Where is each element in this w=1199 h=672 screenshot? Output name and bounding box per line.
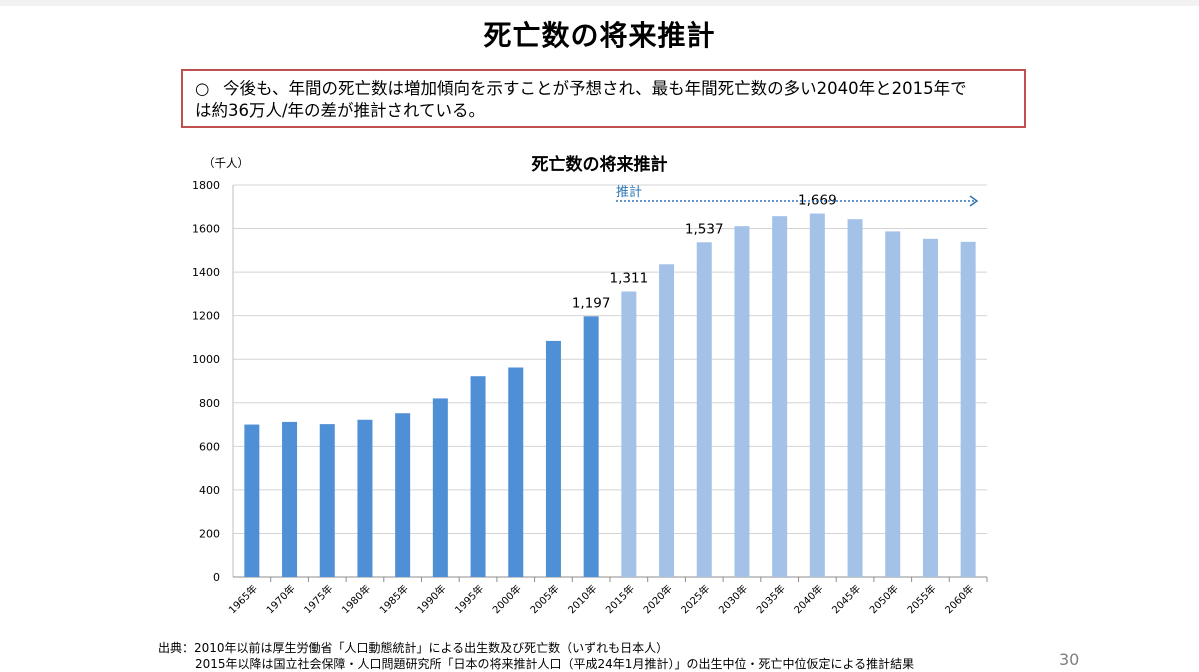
x-tick-label: 1975年 [301, 582, 335, 616]
data-label: 1,197 [572, 295, 611, 311]
bar [357, 419, 373, 577]
y-tick-label: 200 [199, 527, 220, 540]
bar [922, 238, 938, 577]
x-tick-label: 2000年 [490, 582, 524, 616]
y-tick-label: 1400 [192, 266, 220, 279]
x-tick-label: 2040年 [791, 582, 825, 616]
summary-line-1: ○ 今後も、年間の死亡数は増加傾向を示すことが予想され、最も年間死亡数の多い204… [195, 78, 1012, 100]
y-tick-label: 1000 [192, 353, 220, 366]
x-tick-label: 2020年 [640, 582, 674, 616]
y-tick-label: 1600 [192, 223, 220, 236]
x-tick-label: 2005年 [527, 582, 561, 616]
bar [244, 424, 260, 577]
x-tick-label: 2050年 [867, 582, 901, 616]
summary-line-2: は約36万人/年の差が推計されている。 [195, 101, 486, 120]
source-line-1: 出典：2010年以前は厚生労働省「人口動態統計」による出生数及び死亡数（いずれも… [158, 641, 669, 655]
data-label: 1,537 [685, 221, 724, 237]
y-tick-label: 600 [199, 440, 220, 453]
y-tick-label: 1200 [192, 310, 220, 323]
bar [772, 216, 788, 578]
x-tick-label: 2015年 [603, 582, 637, 616]
source-note: 出典：2010年以前は厚生労働省「人口動態統計」による出生数及び死亡数（いずれも… [158, 640, 914, 672]
bar [696, 242, 712, 577]
top-bar [0, 0, 1199, 6]
bar [847, 219, 863, 578]
y-axis-unit-label: （千人） [203, 156, 249, 170]
x-tick-label: 1995年 [452, 582, 486, 616]
y-tick-label: 1800 [192, 179, 220, 192]
bar [583, 316, 599, 577]
summary-text-1: 今後も、年間の死亡数は増加傾向を示すことが予想され、最も年間死亡数の多い2040… [223, 79, 967, 98]
x-tick-label: 1985年 [377, 582, 411, 616]
chart-title: 死亡数の将来推計 [531, 155, 668, 175]
x-tick-label: 2045年 [829, 582, 863, 616]
x-tick-label: 2055年 [904, 582, 938, 616]
bar [809, 213, 825, 578]
bar [885, 231, 901, 578]
x-tick-label: 2035年 [754, 582, 788, 616]
x-tick-label: 1980年 [339, 582, 373, 616]
projection-label: 推計 [616, 184, 642, 200]
bar [282, 421, 298, 577]
data-label: 1,311 [610, 270, 649, 286]
x-tick-label: 2030年 [716, 582, 750, 616]
y-tick-label: 800 [199, 397, 220, 410]
projection-arrow-head [969, 195, 979, 207]
bar [319, 424, 335, 577]
x-tick-label: 2010年 [565, 582, 599, 616]
x-tick-label: 1965年 [226, 582, 260, 616]
x-tick-label: 1970年 [263, 582, 297, 616]
bar [960, 241, 976, 577]
bar [470, 376, 486, 577]
page-number: 30 [1059, 650, 1080, 669]
bar [659, 264, 675, 577]
bar [545, 340, 561, 577]
x-tick-label: 2025年 [678, 582, 712, 616]
y-tick-label: 400 [199, 484, 220, 497]
bar [508, 367, 524, 577]
slide-title: 死亡数の将来推計 [483, 19, 716, 52]
summary-bullet: ○ [195, 79, 210, 98]
summary-box: ○ 今後も、年間の死亡数は増加傾向を示すことが予想され、最も年間死亡数の多い204… [181, 69, 1026, 128]
bar [621, 291, 637, 577]
y-tick-label: 0 [213, 571, 220, 584]
x-tick-label: 1990年 [414, 582, 448, 616]
source-line-2: 2015年以降は国立社会保障・人口問題研究所「日本の将来推計人口（平成24年1月… [195, 657, 915, 671]
bar [432, 398, 448, 577]
bar [734, 226, 750, 577]
bar [395, 413, 411, 577]
x-tick-label: 2060年 [942, 582, 976, 616]
